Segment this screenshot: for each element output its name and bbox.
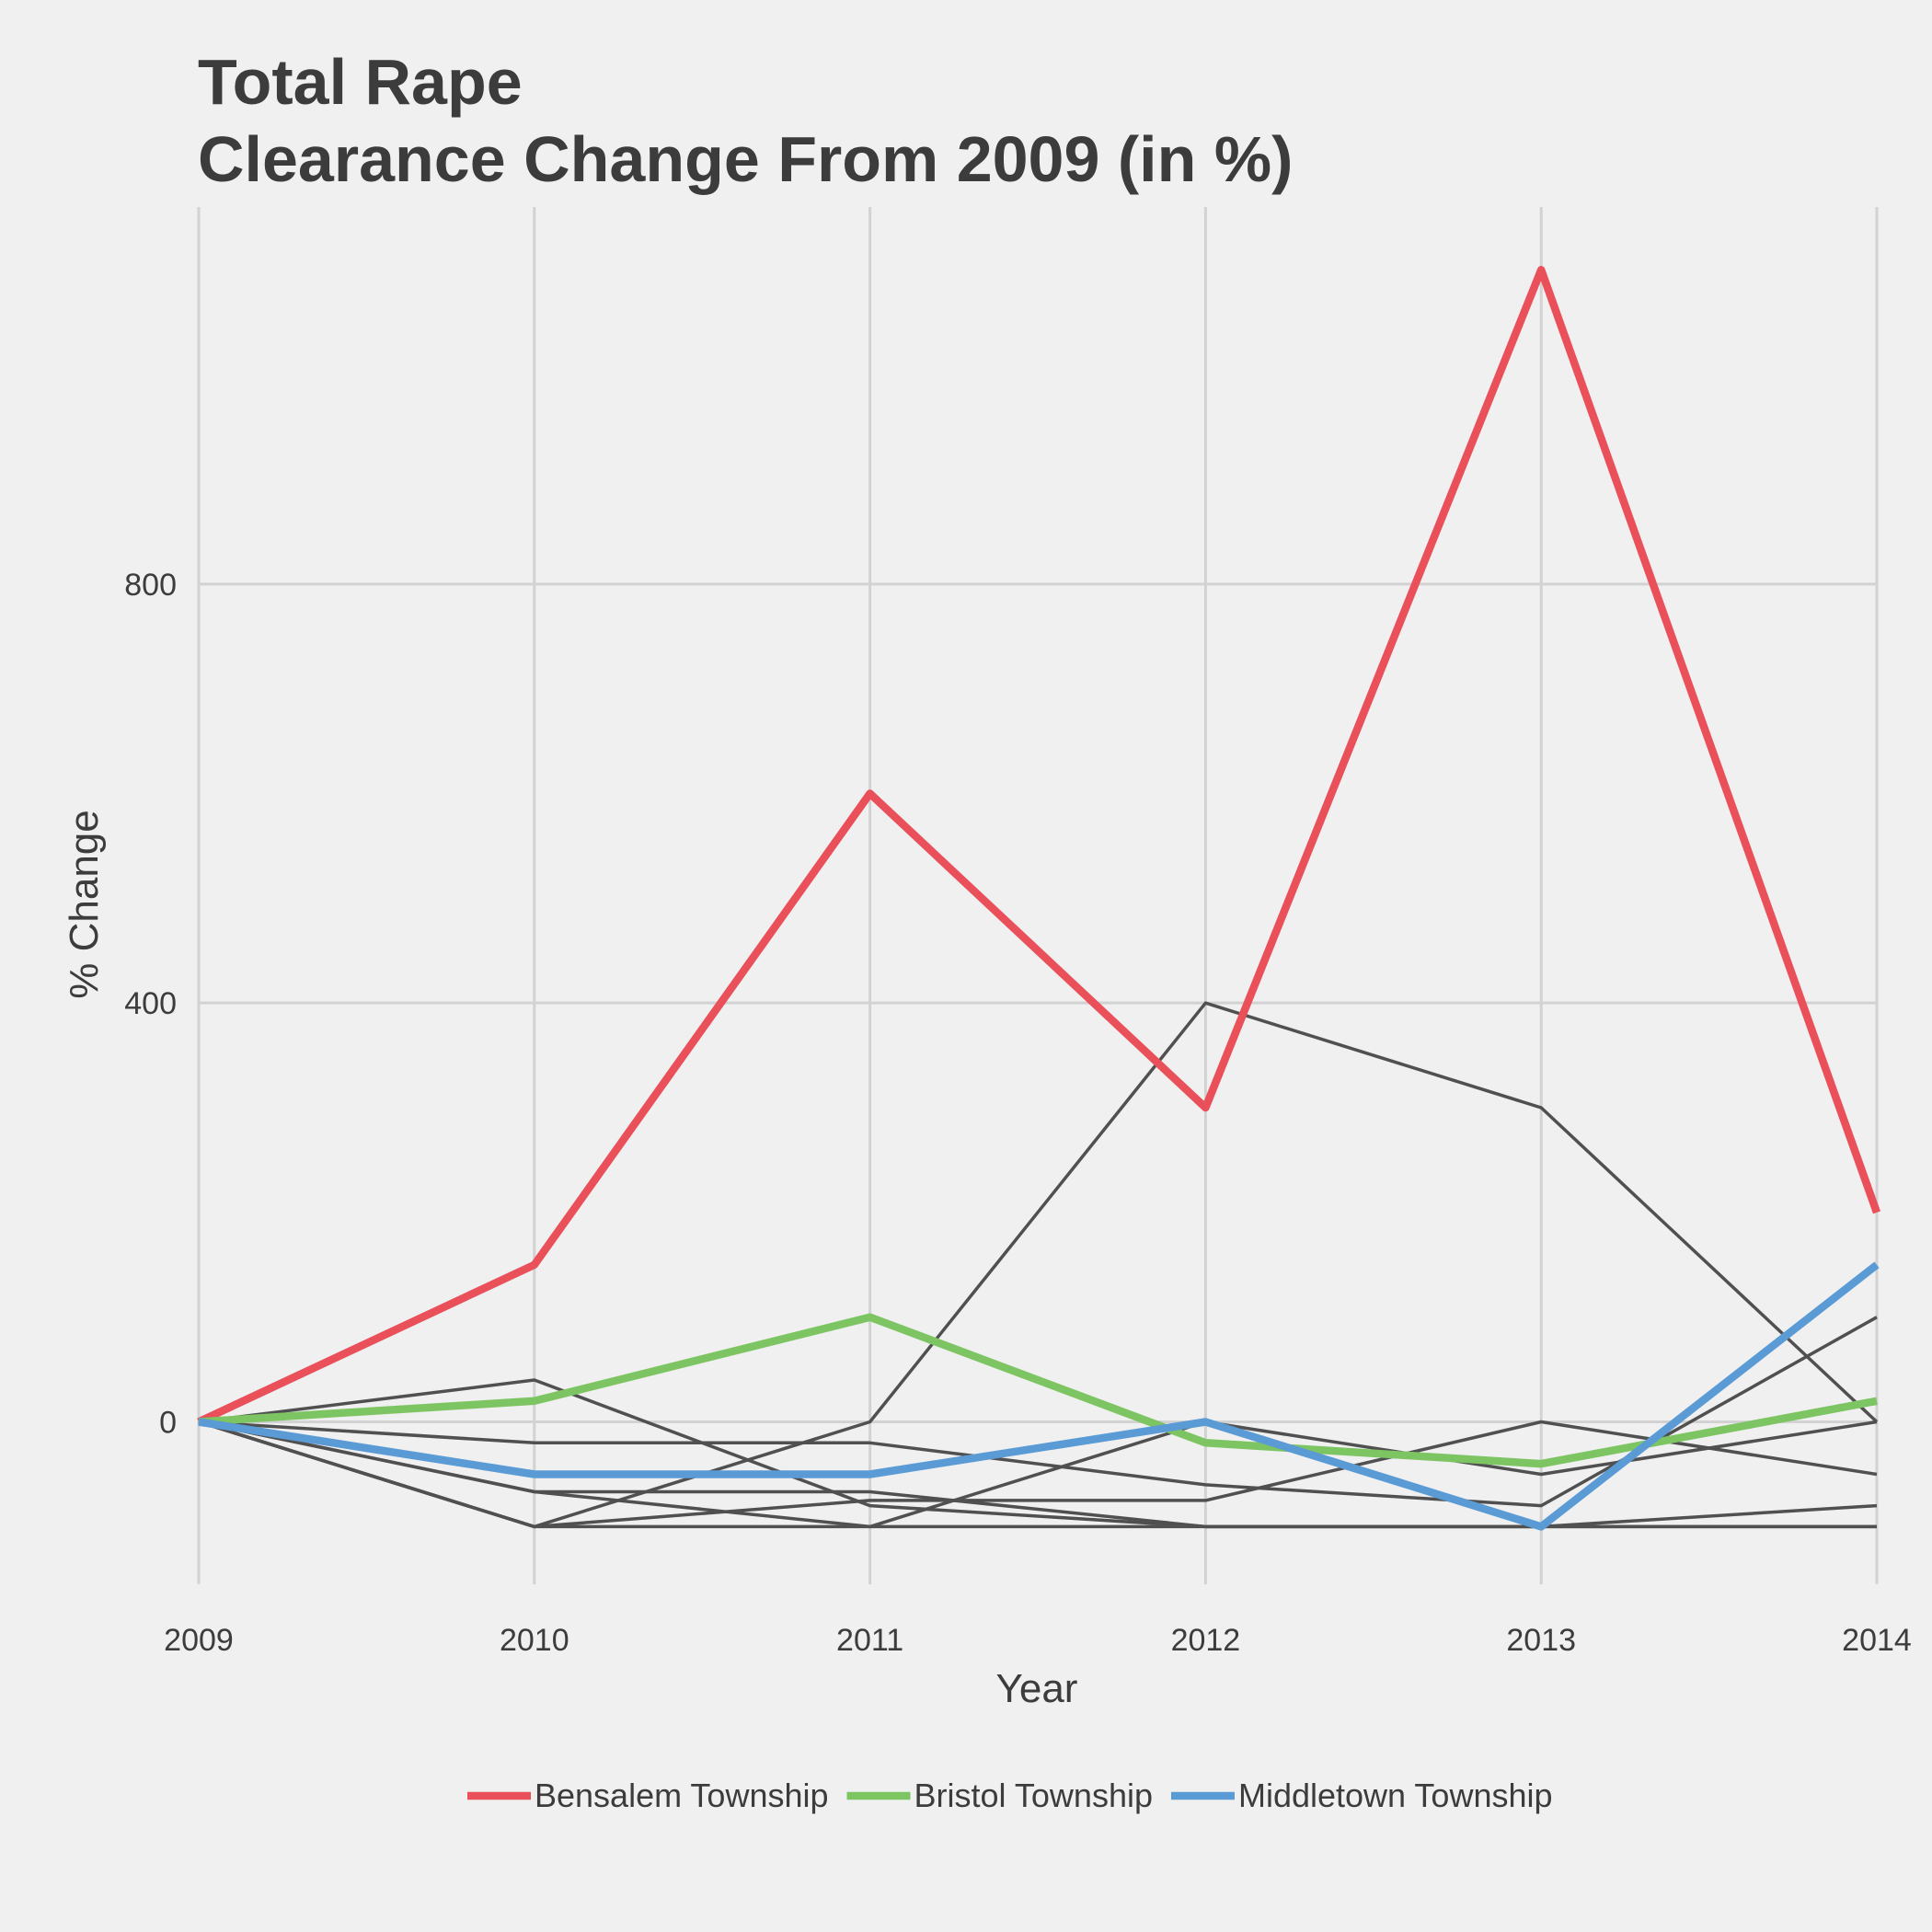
x-tick-label: 2014 (1842, 1623, 1912, 1658)
other-township-line (198, 1420, 1877, 1529)
x-tick-label: 2011 (836, 1623, 903, 1658)
y-axis-title: % Change (62, 810, 107, 998)
y-tick-label: 800 (124, 568, 177, 603)
other-township-line (198, 1316, 1878, 1508)
series-line-middletown-township (198, 1261, 1880, 1531)
series-line-bensalem-township (197, 266, 1881, 1426)
legend: Bensalem Township Bristol Township Middlet… (467, 1777, 1553, 1814)
x-axis-title: Year (996, 1666, 1078, 1711)
other-township-line (198, 1420, 1878, 1529)
grid-lines (197, 207, 1879, 1584)
highlighted-township-lines (197, 266, 1881, 1531)
chart-title-line-1: Total Rape (198, 46, 523, 118)
x-tick-label: 2010 (500, 1623, 569, 1658)
y-axis-ticks: 0 400 800 (124, 568, 177, 1441)
x-tick-label: 2012 (1171, 1623, 1241, 1658)
other-township-lines (198, 1001, 1879, 1529)
y-tick-label: 400 (124, 986, 177, 1021)
other-township-line (198, 1378, 1877, 1529)
x-tick-label: 2013 (1506, 1623, 1576, 1658)
series-line-bristol-township (198, 1313, 1878, 1468)
x-axis-ticks: 2009 2010 2011 2012 2013 2014 (164, 1623, 1912, 1658)
chart-title-line-2: Clearance Change From 2009 (in %) (198, 123, 1293, 195)
legend-label-bristol-township: Bristol Township (914, 1777, 1153, 1814)
legend-label-middletown-township: Middletown Township (1238, 1777, 1553, 1814)
y-tick-label: 0 (159, 1406, 177, 1441)
x-tick-label: 2009 (164, 1623, 234, 1658)
legend-label-bensalem-township: Bensalem Township (535, 1777, 829, 1814)
